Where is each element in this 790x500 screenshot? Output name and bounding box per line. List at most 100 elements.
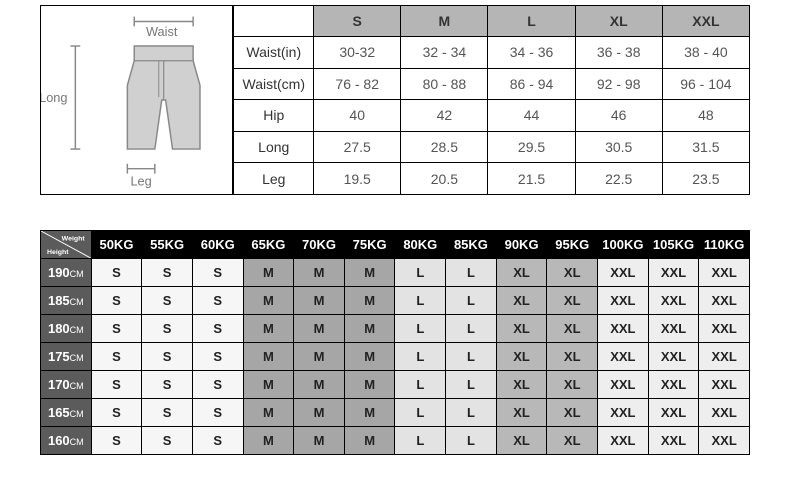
- hw-size-cell: S: [91, 287, 142, 315]
- hw-size-cell: L: [395, 399, 446, 427]
- hw-size-cell: L: [446, 427, 497, 455]
- hw-size-cell: L: [446, 371, 497, 399]
- weight-col: 110KG: [699, 231, 750, 259]
- size-row: Waist(in)30-3232 - 3434 - 3636 - 3838 - …: [234, 37, 750, 69]
- weight-col: 95KG: [547, 231, 598, 259]
- hw-size-cell: XXL: [648, 315, 699, 343]
- hw-size-cell: L: [446, 399, 497, 427]
- hw-size-cell: XXL: [699, 427, 750, 455]
- hw-size-cell: M: [243, 371, 294, 399]
- hw-size-cell: M: [243, 343, 294, 371]
- size-row: Long27.528.529.530.531.5: [234, 131, 750, 163]
- size-col-s: S: [314, 6, 401, 37]
- size-cell: 30-32: [314, 37, 401, 69]
- hw-size-cell: M: [294, 315, 345, 343]
- hw-size-cell: S: [142, 427, 193, 455]
- hw-size-cell: M: [344, 315, 395, 343]
- hw-size-cell: XXL: [699, 343, 750, 371]
- size-cell: 23.5: [662, 163, 749, 195]
- hw-size-cell: S: [142, 315, 193, 343]
- size-cell: 46: [575, 100, 662, 132]
- height-row-label: 180CM: [41, 315, 92, 343]
- hw-size-cell: S: [192, 427, 243, 455]
- size-cell: 80 - 88: [401, 68, 488, 100]
- hw-size-cell: S: [91, 399, 142, 427]
- size-col-xxl: XXL: [662, 6, 749, 37]
- hw-size-cell: XL: [547, 259, 598, 287]
- hw-size-cell: M: [294, 259, 345, 287]
- hw-size-cell: M: [344, 399, 395, 427]
- size-cell: 30.5: [575, 131, 662, 163]
- size-row-label: Hip: [234, 100, 314, 132]
- hw-size-cell: S: [142, 371, 193, 399]
- hw-size-cell: L: [446, 259, 497, 287]
- hw-row: 185CMSSSMMMLLXLXLXXLXXLXXL: [41, 287, 750, 315]
- svg-text:Height: Height: [47, 249, 69, 256]
- weight-col: 80KG: [395, 231, 446, 259]
- hw-size-cell: XXL: [699, 259, 750, 287]
- size-table: S M L XL XXL Waist(in)30-3232 - 3434 - 3…: [233, 5, 750, 195]
- hw-size-cell: L: [446, 287, 497, 315]
- hw-size-cell: XXL: [699, 399, 750, 427]
- hw-size-cell: L: [395, 287, 446, 315]
- hw-size-cell: XXL: [598, 315, 649, 343]
- size-cell: 42: [401, 100, 488, 132]
- hw-size-cell: S: [192, 371, 243, 399]
- hw-size-cell: L: [395, 427, 446, 455]
- leg-label: Leg: [130, 173, 151, 188]
- size-row-label: Long: [234, 131, 314, 163]
- size-cell: 28.5: [401, 131, 488, 163]
- hw-size-cell: XL: [547, 399, 598, 427]
- hw-size-cell: XL: [547, 343, 598, 371]
- hw-size-cell: XL: [547, 427, 598, 455]
- hw-size-cell: M: [243, 399, 294, 427]
- hw-size-cell: L: [395, 315, 446, 343]
- size-cell: 20.5: [401, 163, 488, 195]
- height-row-label: 185CM: [41, 287, 92, 315]
- weight-col: 70KG: [294, 231, 345, 259]
- hw-size-cell: M: [294, 287, 345, 315]
- svg-text:Weight: Weight: [62, 236, 86, 243]
- hw-size-cell: M: [243, 287, 294, 315]
- hw-header-row: Weight Height 50KG55KG60KG65KG70KG75KG80…: [41, 231, 750, 259]
- height-row-label: 160CM: [41, 427, 92, 455]
- hw-size-cell: S: [192, 399, 243, 427]
- hw-size-cell: XXL: [648, 399, 699, 427]
- hw-size-cell: XL: [496, 399, 547, 427]
- waist-label: Waist: [146, 24, 178, 39]
- hw-size-cell: L: [395, 371, 446, 399]
- height-weight-table: Weight Height 50KG55KG60KG65KG70KG75KG80…: [40, 230, 750, 455]
- size-cell: 22.5: [575, 163, 662, 195]
- size-cell: 86 - 94: [488, 68, 575, 100]
- size-cell: 38 - 40: [662, 37, 749, 69]
- weight-col: 55KG: [142, 231, 193, 259]
- size-cell: 29.5: [488, 131, 575, 163]
- hw-size-cell: S: [91, 371, 142, 399]
- hw-size-cell: S: [91, 315, 142, 343]
- size-row: Hip4042444648: [234, 100, 750, 132]
- size-row: Leg19.520.521.522.523.5: [234, 163, 750, 195]
- hw-size-cell: L: [395, 259, 446, 287]
- hw-size-cell: XL: [496, 371, 547, 399]
- hw-size-cell: M: [344, 427, 395, 455]
- size-row: Waist(cm)76 - 8280 - 8886 - 9492 - 9896 …: [234, 68, 750, 100]
- hw-row: 190CMSSSMMMLLXLXLXXLXXLXXL: [41, 259, 750, 287]
- hw-size-cell: S: [142, 343, 193, 371]
- hw-size-cell: L: [446, 315, 497, 343]
- corner-cell: Weight Height: [41, 231, 92, 259]
- hw-size-cell: XXL: [598, 399, 649, 427]
- hw-size-cell: S: [91, 427, 142, 455]
- hw-row: 180CMSSSMMMLLXLXLXXLXXLXXL: [41, 315, 750, 343]
- size-row-label: Waist(in): [234, 37, 314, 69]
- hw-size-cell: S: [91, 343, 142, 371]
- top-section: Waist Long Leg S M L: [40, 5, 750, 195]
- hw-size-cell: M: [243, 259, 294, 287]
- size-row-label: Waist(cm): [234, 68, 314, 100]
- hw-size-cell: S: [192, 259, 243, 287]
- hw-size-cell: M: [344, 371, 395, 399]
- hw-size-cell: XXL: [598, 427, 649, 455]
- hw-size-cell: XL: [547, 315, 598, 343]
- hw-size-cell: S: [192, 343, 243, 371]
- hw-size-cell: XXL: [699, 371, 750, 399]
- size-cell: 44: [488, 100, 575, 132]
